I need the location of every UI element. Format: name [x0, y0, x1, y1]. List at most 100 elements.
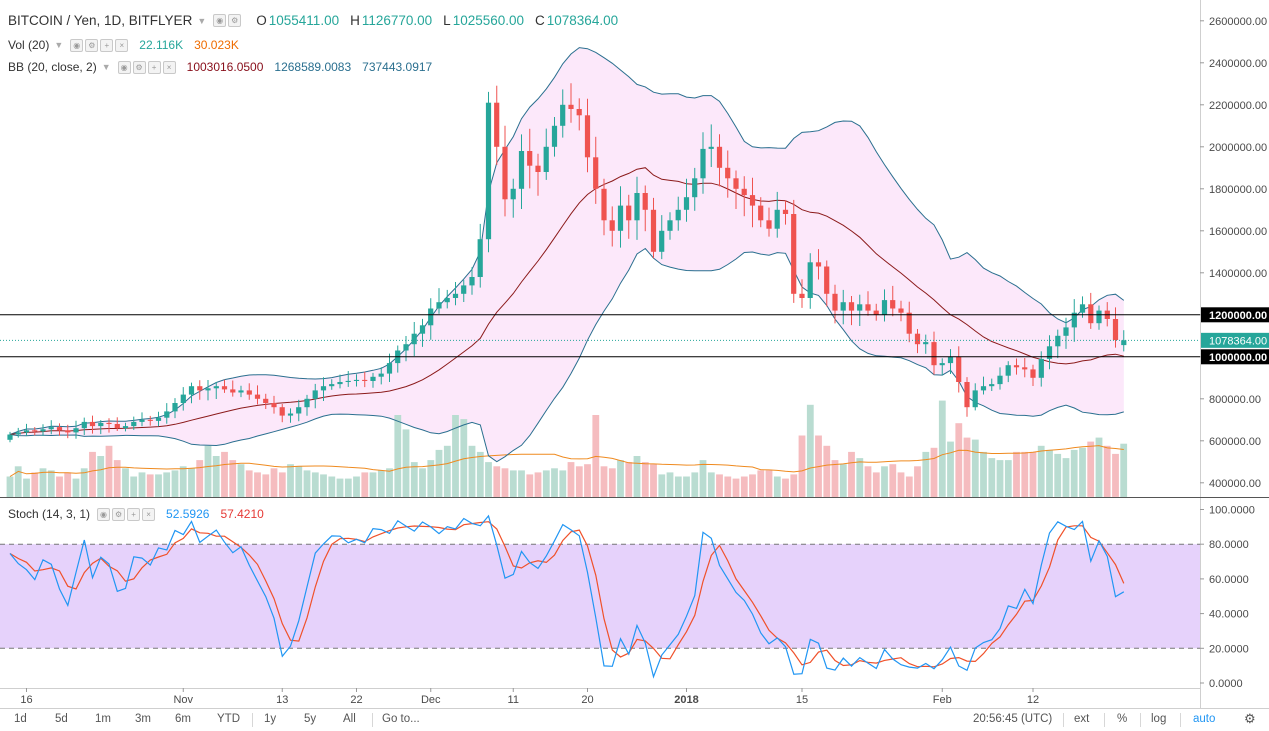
candle-body[interactable] [659, 230, 665, 252]
candle-body[interactable] [815, 262, 822, 267]
candle-body[interactable] [98, 422, 104, 427]
candle-body[interactable] [560, 104, 566, 126]
candle-body[interactable] [205, 388, 211, 391]
range-3m-button[interactable]: 3m [135, 713, 151, 725]
candle-body[interactable] [617, 205, 624, 231]
range-ytd-button[interactable]: YTD [217, 713, 240, 725]
candle-body[interactable] [386, 363, 393, 374]
candle-body[interactable] [23, 430, 30, 433]
candle-body[interactable] [972, 390, 978, 408]
eye-icon[interactable]: ◉ [213, 14, 227, 27]
candle-body[interactable] [865, 304, 871, 311]
candle-body[interactable] [791, 214, 797, 294]
candles-layer[interactable] [7, 83, 1127, 443]
candle-body[interactable] [576, 109, 582, 116]
range-5d-button[interactable]: 5d [55, 713, 68, 725]
candle-body[interactable] [1096, 310, 1102, 324]
candle-body[interactable] [741, 188, 747, 196]
log-button[interactable]: log [1151, 713, 1167, 725]
candle-body[interactable] [494, 102, 500, 147]
candle-body[interactable] [881, 300, 888, 315]
ext-button[interactable]: ext [1074, 713, 1090, 725]
candle-body[interactable] [1038, 358, 1044, 378]
percent-button[interactable]: % [1117, 713, 1128, 725]
candle-body[interactable] [238, 390, 244, 393]
candle-body[interactable] [609, 220, 615, 231]
gear-icon[interactable]: ⚙ [132, 60, 146, 74]
candle-body[interactable] [543, 146, 549, 172]
candle-body[interactable] [221, 386, 228, 390]
candle-body[interactable] [774, 209, 780, 229]
candle-body[interactable] [48, 427, 54, 430]
candle-body[interactable] [428, 308, 434, 326]
candle-body[interactable] [634, 193, 640, 221]
candle-body[interactable] [1071, 312, 1077, 328]
candle-body[interactable] [312, 390, 318, 399]
candle-body[interactable] [1022, 367, 1028, 370]
candle-body[interactable] [370, 376, 376, 381]
candle-body[interactable] [1046, 346, 1053, 359]
plus-icon[interactable]: + [127, 507, 141, 521]
stochastic-legend[interactable]: Stoch (14, 3, 1) ◉ ⚙ + × 52.5926 57.4210 [8, 507, 264, 521]
close-icon[interactable]: × [115, 38, 129, 52]
plus-icon[interactable]: + [147, 60, 161, 74]
candle-body[interactable] [56, 427, 63, 431]
candle-body[interactable] [725, 167, 731, 179]
candle-body[interactable] [246, 390, 252, 395]
candle-body[interactable] [675, 209, 681, 221]
candle-body[interactable] [337, 382, 343, 385]
candle-body[interactable] [65, 430, 71, 433]
candle-body[interactable] [304, 398, 310, 408]
candle-body[interactable] [213, 386, 219, 389]
candle-body[interactable] [890, 300, 896, 309]
candle-body[interactable] [403, 344, 409, 351]
candle-body[interactable] [923, 342, 929, 345]
close-icon[interactable]: × [162, 60, 176, 74]
candle-body[interactable] [287, 413, 294, 416]
candle-body[interactable] [73, 428, 79, 433]
range-1m-button[interactable]: 1m [95, 713, 111, 725]
candle-body[interactable] [469, 277, 475, 286]
range-1d-button[interactable]: 1d [14, 713, 27, 725]
candle-body[interactable] [989, 384, 995, 387]
symbol-legend[interactable]: BITCOIN / Yen, 1D, BITFLYER ▼ ◉ ⚙ O 105541… [8, 13, 618, 28]
candle-body[interactable] [362, 379, 368, 381]
candle-body[interactable] [807, 262, 813, 298]
range-1y-button[interactable]: 1y [264, 713, 277, 725]
candle-body[interactable] [642, 193, 648, 210]
candle-body[interactable] [535, 165, 541, 172]
volume-legend[interactable]: Vol (20) ▼ ◉ ⚙ + × 22.116K 30.023K [8, 38, 239, 52]
candle-body[interactable] [667, 220, 673, 231]
plus-icon[interactable]: + [100, 38, 114, 52]
candle-body[interactable] [106, 422, 112, 424]
candle-body[interactable] [452, 293, 459, 298]
clock-label[interactable]: 20:56:45 (UTC) [973, 713, 1053, 725]
chevron-down-icon[interactable]: ▼ [101, 62, 111, 72]
candle-body[interactable] [568, 104, 574, 109]
candle-body[interactable] [329, 384, 335, 387]
candle-body[interactable] [931, 342, 937, 366]
candle-body[interactable] [857, 304, 863, 311]
candle-body[interactable] [601, 188, 607, 221]
candle-body[interactable] [1030, 369, 1036, 378]
range-all-button[interactable]: All [343, 713, 356, 725]
candle-body[interactable] [824, 266, 830, 294]
candle-body[interactable] [584, 115, 591, 158]
candle-body[interactable] [114, 424, 120, 429]
candle-body[interactable] [1013, 365, 1020, 368]
candle-body[interactable] [1112, 319, 1119, 340]
candle-body[interactable] [782, 209, 789, 214]
candle-body[interactable] [436, 302, 442, 309]
candle-body[interactable] [1088, 304, 1094, 324]
chevron-down-icon[interactable]: ▼ [197, 15, 207, 26]
candle-body[interactable] [89, 421, 96, 427]
candle-body[interactable] [716, 146, 723, 168]
chart-canvas[interactable]: 2600000.00 2400000.00 2200000.00 2000000.00… [0, 0, 1269, 708]
candle-body[interactable] [188, 386, 195, 395]
candle-body[interactable] [271, 403, 277, 408]
candle-body[interactable] [873, 310, 879, 315]
candle-body[interactable] [444, 298, 450, 303]
candle-body[interactable] [155, 417, 162, 421]
candle-body[interactable] [1063, 327, 1069, 336]
candle-body[interactable] [527, 151, 533, 166]
